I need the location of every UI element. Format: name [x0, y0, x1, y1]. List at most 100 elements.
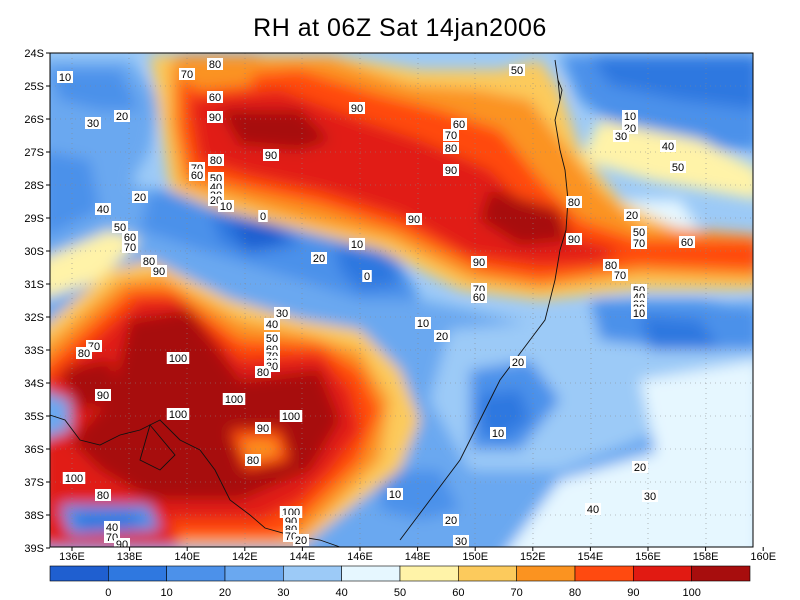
svg-text:10: 10	[633, 308, 645, 320]
contour-label: 60	[189, 169, 205, 182]
contour-label: 10	[490, 427, 506, 440]
contour-label: 80	[76, 347, 92, 360]
svg-text:100: 100	[169, 353, 187, 365]
svg-text:60: 60	[473, 292, 485, 304]
lon-label: 148E	[405, 551, 431, 563]
svg-text:20: 20	[512, 357, 524, 369]
contour-label: 10	[415, 317, 431, 330]
svg-text:100: 100	[169, 409, 187, 421]
contour-label: 80	[207, 58, 223, 71]
colorbar-label: 90	[627, 587, 639, 599]
contour-label: 70	[122, 241, 138, 254]
svg-text:70: 70	[124, 242, 136, 254]
contour-label: 40	[585, 503, 601, 516]
contour-label: 80	[566, 196, 582, 209]
contour-label: 60	[679, 236, 695, 249]
lat-label: 25S	[24, 81, 44, 93]
colorbar-swatch	[633, 565, 692, 582]
contour-label: 20	[443, 514, 459, 527]
lat-label: 30S	[24, 246, 44, 258]
contour-label: 30	[613, 130, 629, 143]
contour-label: 10	[349, 238, 365, 251]
svg-text:20: 20	[295, 535, 307, 547]
lat-label: 32S	[24, 312, 44, 324]
colorbar-swatch	[224, 565, 284, 582]
contour-label: 60	[471, 291, 487, 304]
lon-label: 144E	[290, 551, 316, 563]
svg-text:20: 20	[436, 331, 448, 343]
lat-label: 24S	[24, 48, 44, 60]
svg-text:100: 100	[282, 411, 300, 423]
lat-label: 27S	[24, 147, 44, 159]
lat-label: 34S	[24, 378, 44, 390]
colorbar-label: 40	[336, 587, 348, 599]
svg-text:60: 60	[453, 119, 465, 131]
svg-text:90: 90	[153, 266, 165, 278]
svg-text:20: 20	[313, 253, 325, 265]
contour-label: 60	[207, 91, 223, 104]
longitude-axis: 136E 138E 140E 142E 144E 146E 148E 150E 152E 154E…	[59, 547, 776, 563]
colorbar-label: 50	[394, 587, 406, 599]
lat-label: 31S	[24, 279, 44, 291]
svg-text:10: 10	[59, 72, 71, 84]
svg-text:30: 30	[276, 308, 288, 320]
svg-text:40: 40	[97, 204, 109, 216]
colorbar-swatch	[574, 565, 634, 582]
svg-text:80: 80	[247, 455, 259, 467]
contour-label: 70	[179, 68, 195, 81]
svg-text:70: 70	[614, 270, 626, 282]
svg-text:10: 10	[220, 201, 232, 213]
svg-text:10: 10	[492, 428, 504, 440]
colorbar-swatch	[341, 565, 401, 582]
svg-text:10: 10	[389, 489, 401, 501]
contour-label: 20	[132, 191, 148, 204]
svg-text:60: 60	[191, 170, 203, 182]
map-frame	[49, 52, 754, 548]
lat-label: 36S	[24, 444, 44, 456]
contour-label: 10	[57, 71, 73, 84]
svg-text:90: 90	[408, 214, 420, 226]
contour-label: 50	[670, 161, 686, 174]
lon-label: 138E	[117, 551, 143, 563]
contour-label: 40	[660, 140, 676, 153]
svg-text:100: 100	[225, 394, 243, 406]
lon-label: 142E	[232, 551, 258, 563]
lat-label: 37S	[24, 477, 44, 489]
contour-label: 90	[207, 111, 223, 124]
svg-text:70: 70	[181, 69, 193, 81]
contour-label: 30	[453, 535, 469, 547]
contour-label: 30	[85, 117, 101, 130]
contour-label: 100	[279, 410, 303, 423]
contour-label: 90	[255, 422, 271, 435]
contour-label: 10	[631, 307, 647, 320]
svg-text:90: 90	[568, 234, 580, 246]
svg-text:40: 40	[587, 504, 599, 516]
lon-label: 150E	[462, 551, 488, 563]
contour-label: 80	[245, 454, 261, 467]
coastline	[50, 59, 569, 547]
svg-text:20: 20	[626, 210, 638, 222]
lat-label: 38S	[24, 510, 44, 522]
svg-text:80: 80	[78, 348, 90, 360]
colorbar-label: 70	[511, 587, 523, 599]
svg-text:30: 30	[615, 131, 627, 143]
svg-text:80: 80	[209, 59, 221, 71]
contour-label: 90	[151, 265, 167, 278]
lon-label: 154E	[578, 551, 604, 563]
svg-text:70: 70	[633, 238, 645, 250]
contour-label: 80	[255, 366, 271, 379]
contour-label: 90	[471, 256, 487, 269]
contour-label: 90	[263, 149, 279, 162]
svg-text:50: 50	[266, 333, 278, 345]
svg-text:80: 80	[568, 197, 580, 209]
contour-label: 100	[166, 352, 190, 365]
lat-label: 28S	[24, 180, 44, 192]
svg-text:80: 80	[97, 490, 109, 502]
contour-label: 0	[362, 270, 372, 283]
svg-text:90: 90	[351, 103, 363, 115]
lat-label: 39S	[24, 543, 44, 555]
lon-label: 158E	[693, 551, 719, 563]
colorbar-label: 80	[569, 587, 581, 599]
contour-label: 10	[218, 200, 234, 213]
svg-text:90: 90	[116, 539, 128, 551]
